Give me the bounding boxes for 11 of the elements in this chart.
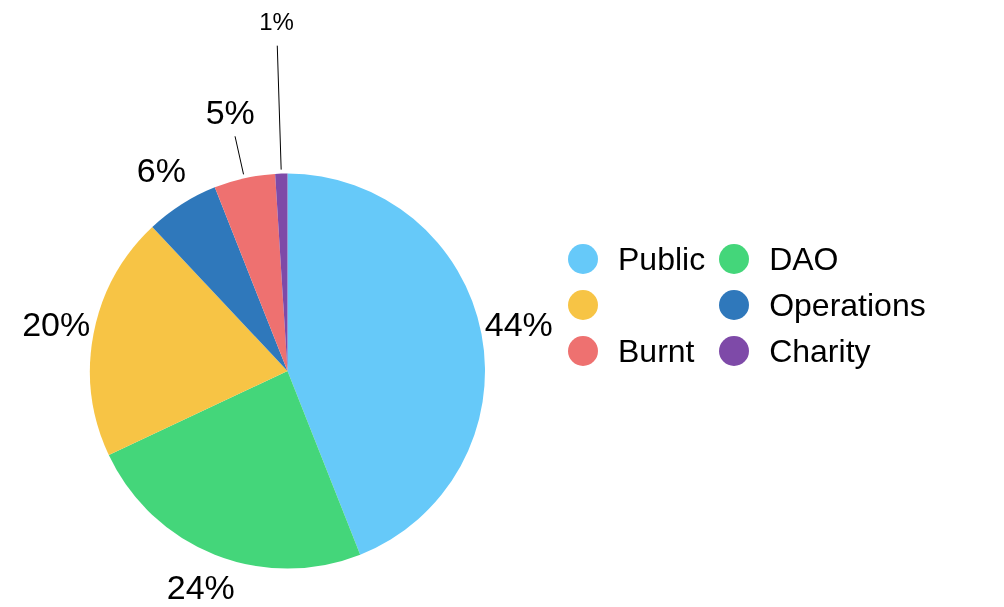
legend-label: Public — [618, 240, 706, 278]
legend-label: Operations — [769, 286, 926, 324]
data-label: 1% — [259, 8, 294, 36]
data-label: 24% — [166, 568, 235, 607]
data-label: 44% — [484, 305, 553, 344]
data-label: 20% — [22, 305, 91, 344]
legend-label: DAO — [769, 240, 839, 278]
data-label: 6% — [136, 150, 186, 189]
legend-label: Burnt — [618, 332, 695, 370]
data-label: 5% — [205, 93, 255, 132]
legend-label: Charity — [769, 332, 871, 370]
